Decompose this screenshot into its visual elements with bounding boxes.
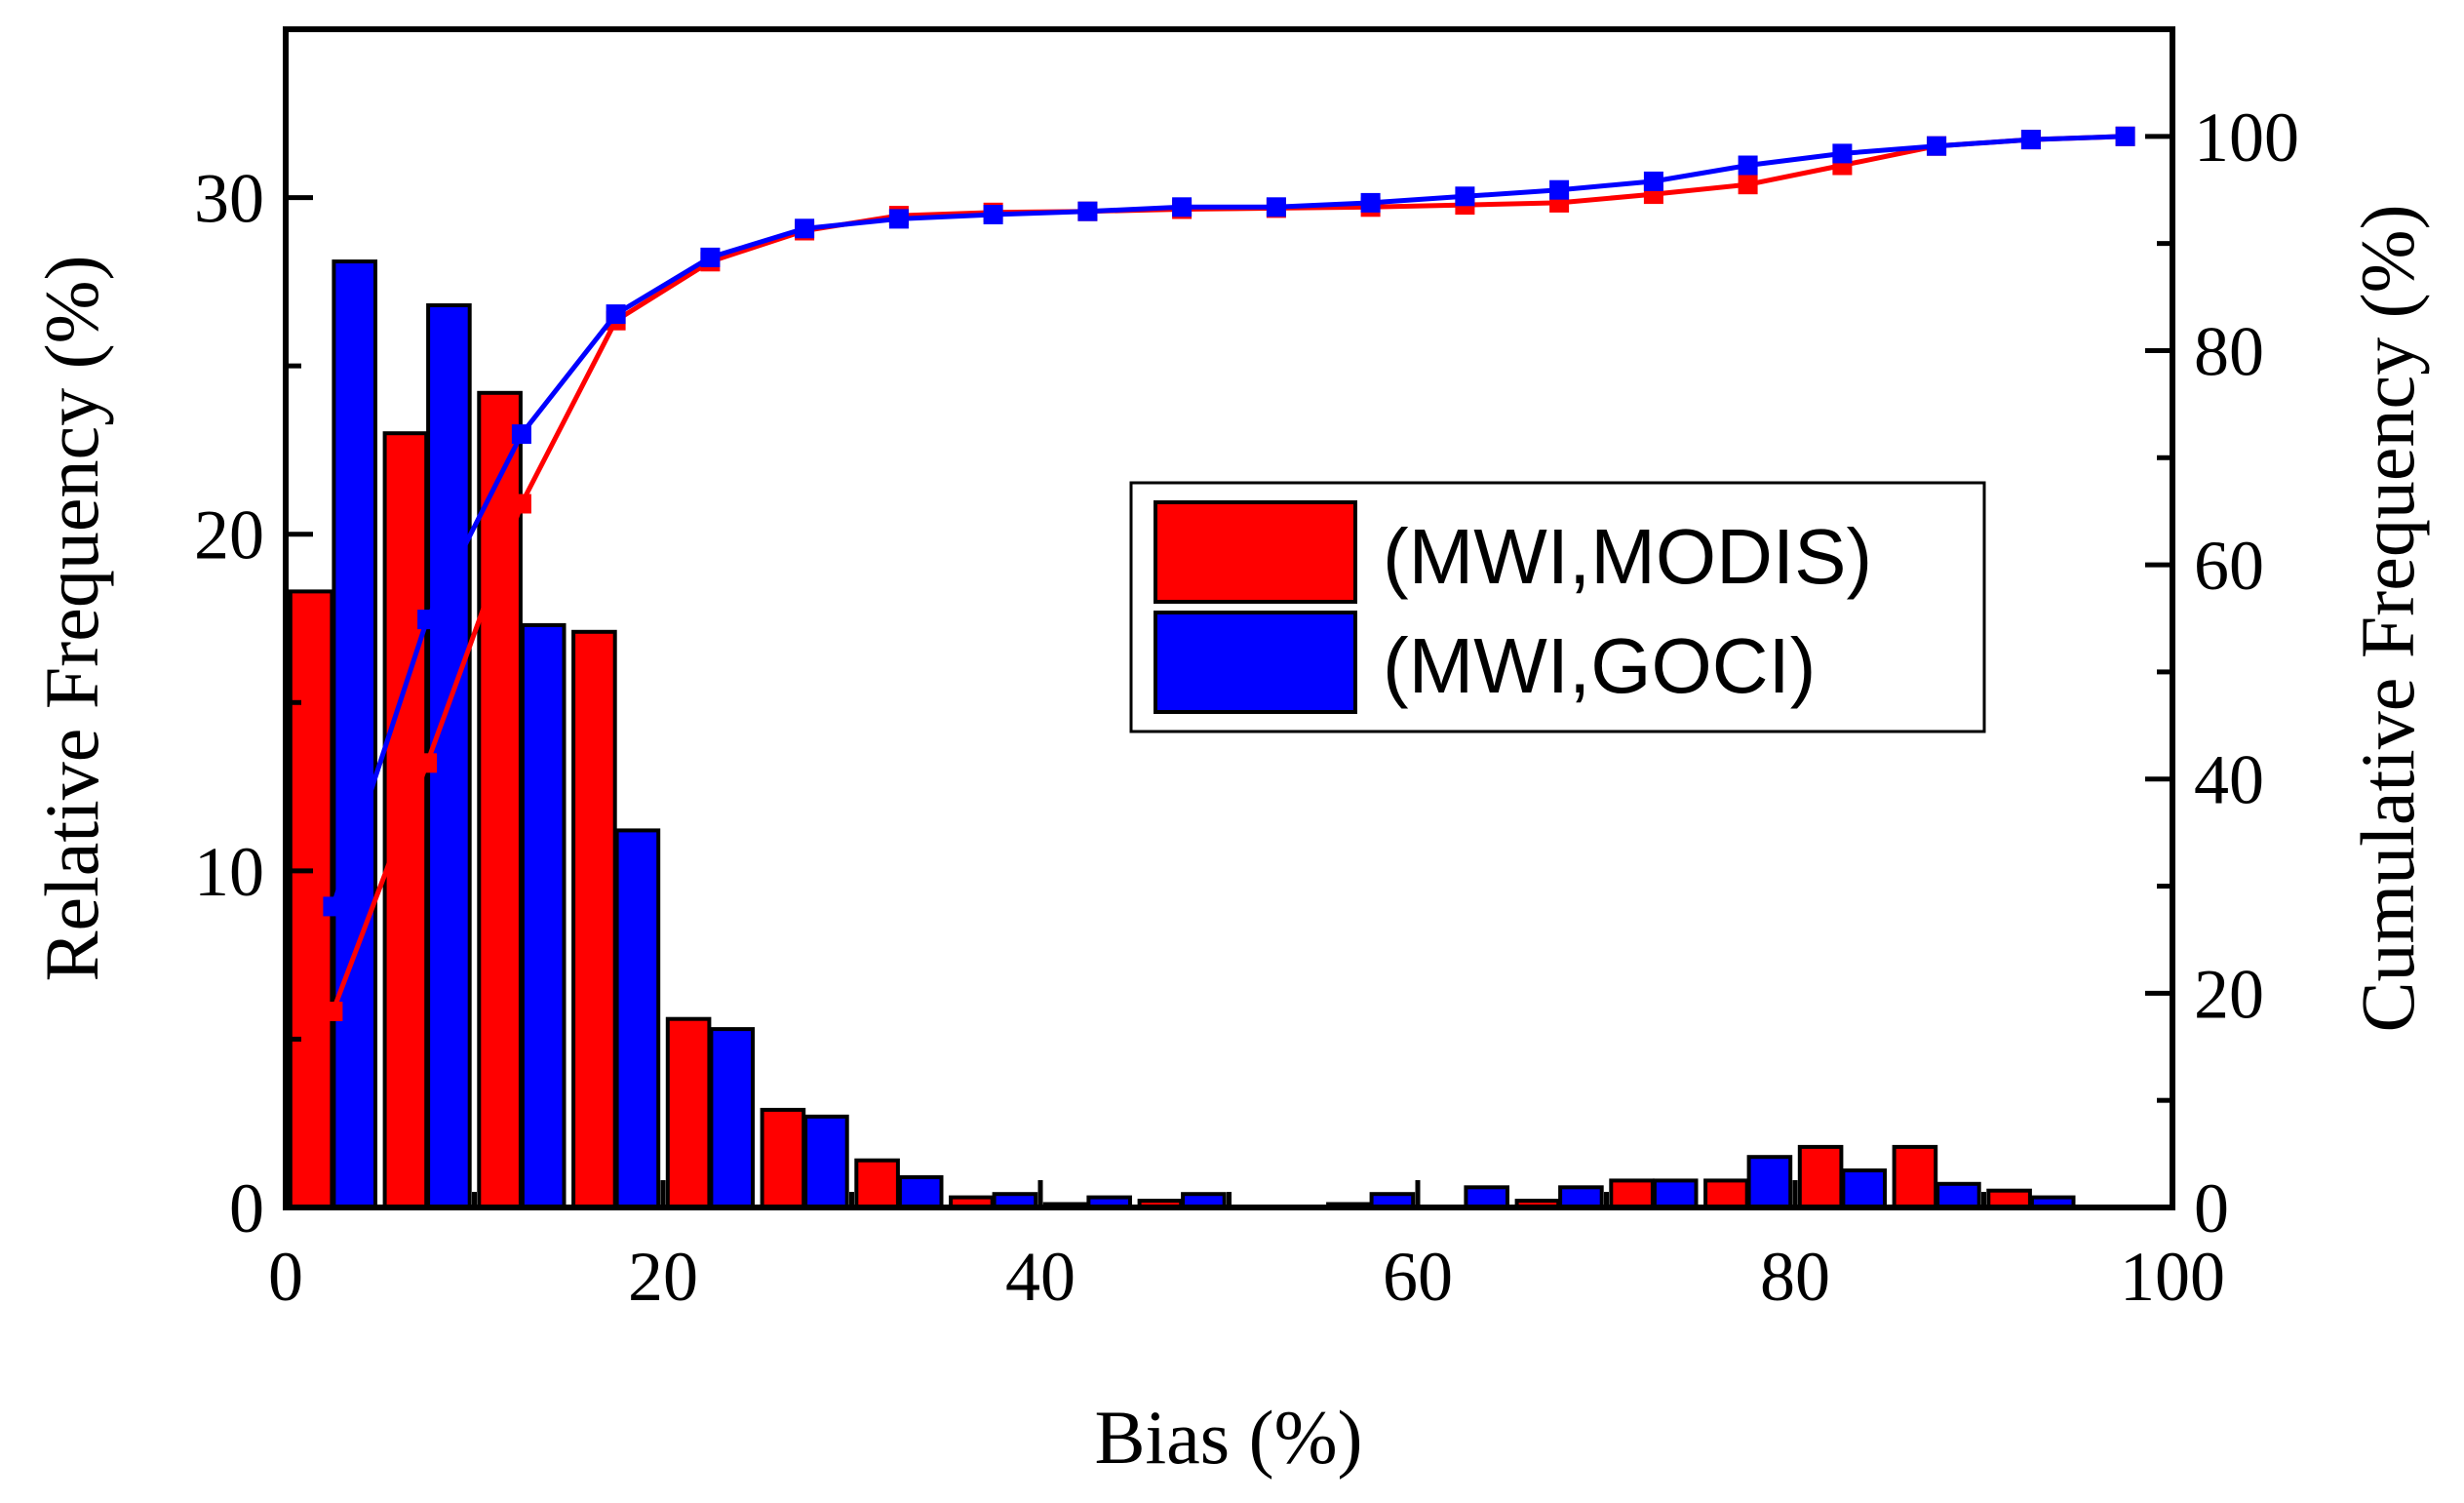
cumulative-marker-goci-3 [606, 304, 626, 325]
x-tick-label-80: 80 [1760, 1238, 1830, 1316]
bar-modis-17 [1892, 1144, 1938, 1210]
y-right-tick-label-0: 0 [2194, 1169, 2229, 1247]
y-left-tick-label-20: 20 [194, 496, 264, 574]
y-left-tick-label-10: 10 [194, 833, 264, 911]
bar-modis-6 [854, 1158, 900, 1209]
bar-goci-6 [897, 1174, 944, 1210]
x-tick-label-0: 0 [268, 1238, 303, 1316]
y-right-tick-label-100: 100 [2194, 99, 2299, 177]
cumulative-lines-layer [323, 126, 2135, 1021]
cumulative-marker-modis-2 [511, 494, 531, 514]
cumulative-marker-goci-1 [417, 610, 438, 630]
bar-goci-12 [1464, 1185, 1510, 1210]
y-right-tick-label-80: 80 [2194, 312, 2264, 390]
cumulative-marker-goci-5 [795, 218, 815, 239]
y-right-axis-title: Cumulative Frequency (%) [2345, 204, 2430, 1032]
x-tick-label-20: 20 [628, 1238, 698, 1316]
cumulative-line-goci [331, 134, 2126, 908]
cumulative-marker-goci-15 [1738, 155, 1758, 176]
legend-label-goci: (MWI,GOCI) [1383, 622, 1816, 709]
x-axis-title: Bias (%) [1094, 1395, 1362, 1480]
cumulative-marker-modis-1 [417, 753, 438, 773]
bar-modis-4 [665, 1016, 712, 1209]
legend-swatch-modis [1154, 500, 1357, 604]
y-left-axis-title: Relative Frequency (%) [29, 255, 114, 981]
cumulative-marker-goci-0 [323, 896, 343, 917]
x-tick-label-100: 100 [2120, 1238, 2225, 1316]
cumulative-marker-goci-19 [2115, 126, 2135, 146]
cumulative-marker-goci-18 [2020, 130, 2041, 150]
legend: (MWI,MODIS) (MWI,GOCI) [1129, 481, 1986, 733]
y-left-tick-label-30: 30 [194, 160, 264, 238]
bar-goci-0 [332, 259, 377, 1210]
cumulative-marker-goci-12 [1455, 186, 1475, 207]
bar-goci-16 [1841, 1168, 1888, 1209]
bar-goci-2 [520, 622, 567, 1209]
cumulative-marker-modis-15 [1738, 175, 1758, 195]
bar-goci-3 [614, 828, 661, 1210]
y-right-tick-label-20: 20 [2194, 955, 2264, 1033]
x-tick-label-40: 40 [1005, 1238, 1076, 1316]
bar-modis-5 [760, 1107, 806, 1210]
cumulative-marker-modis-0 [323, 1002, 343, 1021]
cumulative-marker-goci-16 [1832, 143, 1853, 164]
bar-modis-15 [1703, 1178, 1749, 1210]
cumulative-marker-goci-17 [1927, 136, 1947, 156]
y-right-tick-label-60: 60 [2194, 527, 2264, 605]
y-left-tick-label-0: 0 [229, 1169, 264, 1247]
bar-modis-16 [1797, 1144, 1844, 1210]
bar-modis-3 [571, 629, 617, 1209]
x-tick-label-60: 60 [1383, 1238, 1453, 1316]
bar-goci-17 [1936, 1181, 1981, 1210]
cumulative-marker-goci-10 [1266, 197, 1286, 218]
cumulative-marker-goci-11 [1360, 192, 1381, 213]
bar-goci-15 [1746, 1155, 1793, 1209]
cumulative-marker-goci-14 [1643, 171, 1663, 191]
bar-goci-5 [803, 1114, 849, 1210]
bar-goci-13 [1558, 1185, 1604, 1210]
legend-swatch-goci [1154, 611, 1357, 714]
cumulative-marker-goci-2 [511, 424, 531, 445]
bar-modis-2 [477, 390, 523, 1209]
legend-label-modis: (MWI,MODIS) [1383, 513, 1872, 600]
cumulative-marker-goci-7 [983, 205, 1003, 224]
cumulative-marker-goci-6 [888, 209, 909, 229]
bar-modis-14 [1609, 1178, 1655, 1210]
bar-goci-4 [709, 1027, 756, 1209]
bar-goci-14 [1652, 1178, 1699, 1210]
cumulative-marker-goci-9 [1172, 197, 1193, 218]
y-right-tick-label-40: 40 [2194, 741, 2264, 819]
cumulative-marker-goci-4 [700, 247, 721, 267]
cumulative-marker-goci-13 [1549, 179, 1570, 200]
cumulative-marker-goci-8 [1077, 201, 1098, 221]
